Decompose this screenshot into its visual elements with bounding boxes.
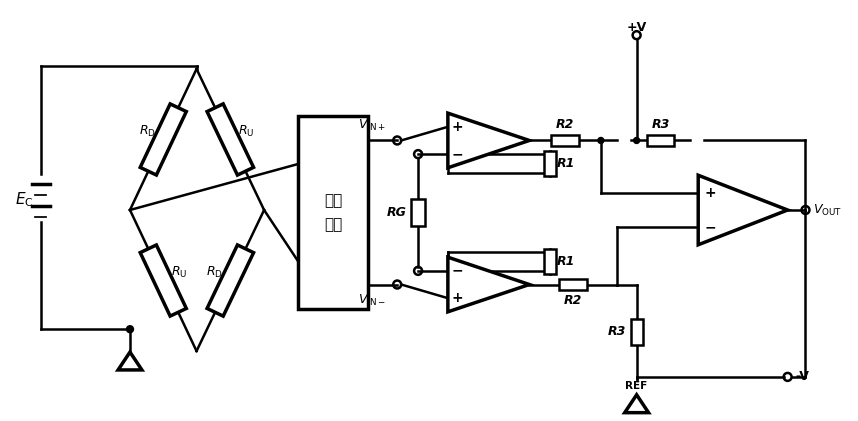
- Polygon shape: [448, 113, 529, 168]
- Text: REF: REF: [625, 381, 648, 391]
- Bar: [298, 116, 368, 309]
- Text: RG: RG: [386, 206, 406, 219]
- Circle shape: [634, 138, 639, 144]
- Bar: [207, 245, 254, 316]
- Text: +V: +V: [626, 21, 647, 34]
- Bar: [411, 199, 425, 226]
- Text: -V: -V: [795, 370, 809, 384]
- Text: $R_{\rm D}$: $R_{\rm D}$: [206, 265, 223, 280]
- Text: R3: R3: [651, 117, 669, 131]
- Text: R2: R2: [556, 117, 574, 131]
- Bar: [140, 104, 186, 175]
- Bar: [559, 279, 587, 290]
- Bar: [207, 104, 254, 175]
- Text: $R_{\rm U}$: $R_{\rm U}$: [172, 265, 188, 280]
- Text: −: −: [452, 147, 463, 161]
- Text: +: +: [452, 291, 463, 305]
- Bar: [647, 134, 674, 147]
- Polygon shape: [625, 395, 649, 413]
- Text: R2: R2: [564, 294, 583, 307]
- Circle shape: [598, 138, 604, 144]
- Bar: [544, 151, 556, 176]
- Text: R1: R1: [557, 255, 575, 268]
- Polygon shape: [448, 257, 529, 312]
- Text: −: −: [452, 264, 463, 278]
- Bar: [551, 134, 579, 147]
- Text: +: +: [452, 120, 463, 134]
- Text: $R_{\rm U}$: $R_{\rm U}$: [239, 124, 255, 139]
- Text: R3: R3: [607, 325, 626, 338]
- Text: $V_{\rm OUT}$: $V_{\rm OUT}$: [813, 203, 843, 218]
- Text: 电路: 电路: [324, 217, 342, 232]
- Polygon shape: [118, 352, 142, 370]
- Text: $E_{\rm C}$: $E_{\rm C}$: [15, 191, 34, 209]
- Text: R1: R1: [557, 157, 575, 170]
- Text: $V_{\rm IN-}$: $V_{\rm IN-}$: [359, 293, 386, 308]
- Text: 抑制: 抑制: [324, 193, 342, 208]
- Text: $V_{\rm IN+}$: $V_{\rm IN+}$: [359, 117, 386, 133]
- Text: $R_{\rm D}$: $R_{\rm D}$: [139, 124, 155, 139]
- Text: −: −: [704, 220, 716, 234]
- Bar: [631, 319, 643, 345]
- Bar: [140, 245, 186, 316]
- Polygon shape: [698, 175, 788, 245]
- Text: +: +: [704, 186, 716, 200]
- Bar: [544, 249, 556, 274]
- Circle shape: [126, 326, 134, 333]
